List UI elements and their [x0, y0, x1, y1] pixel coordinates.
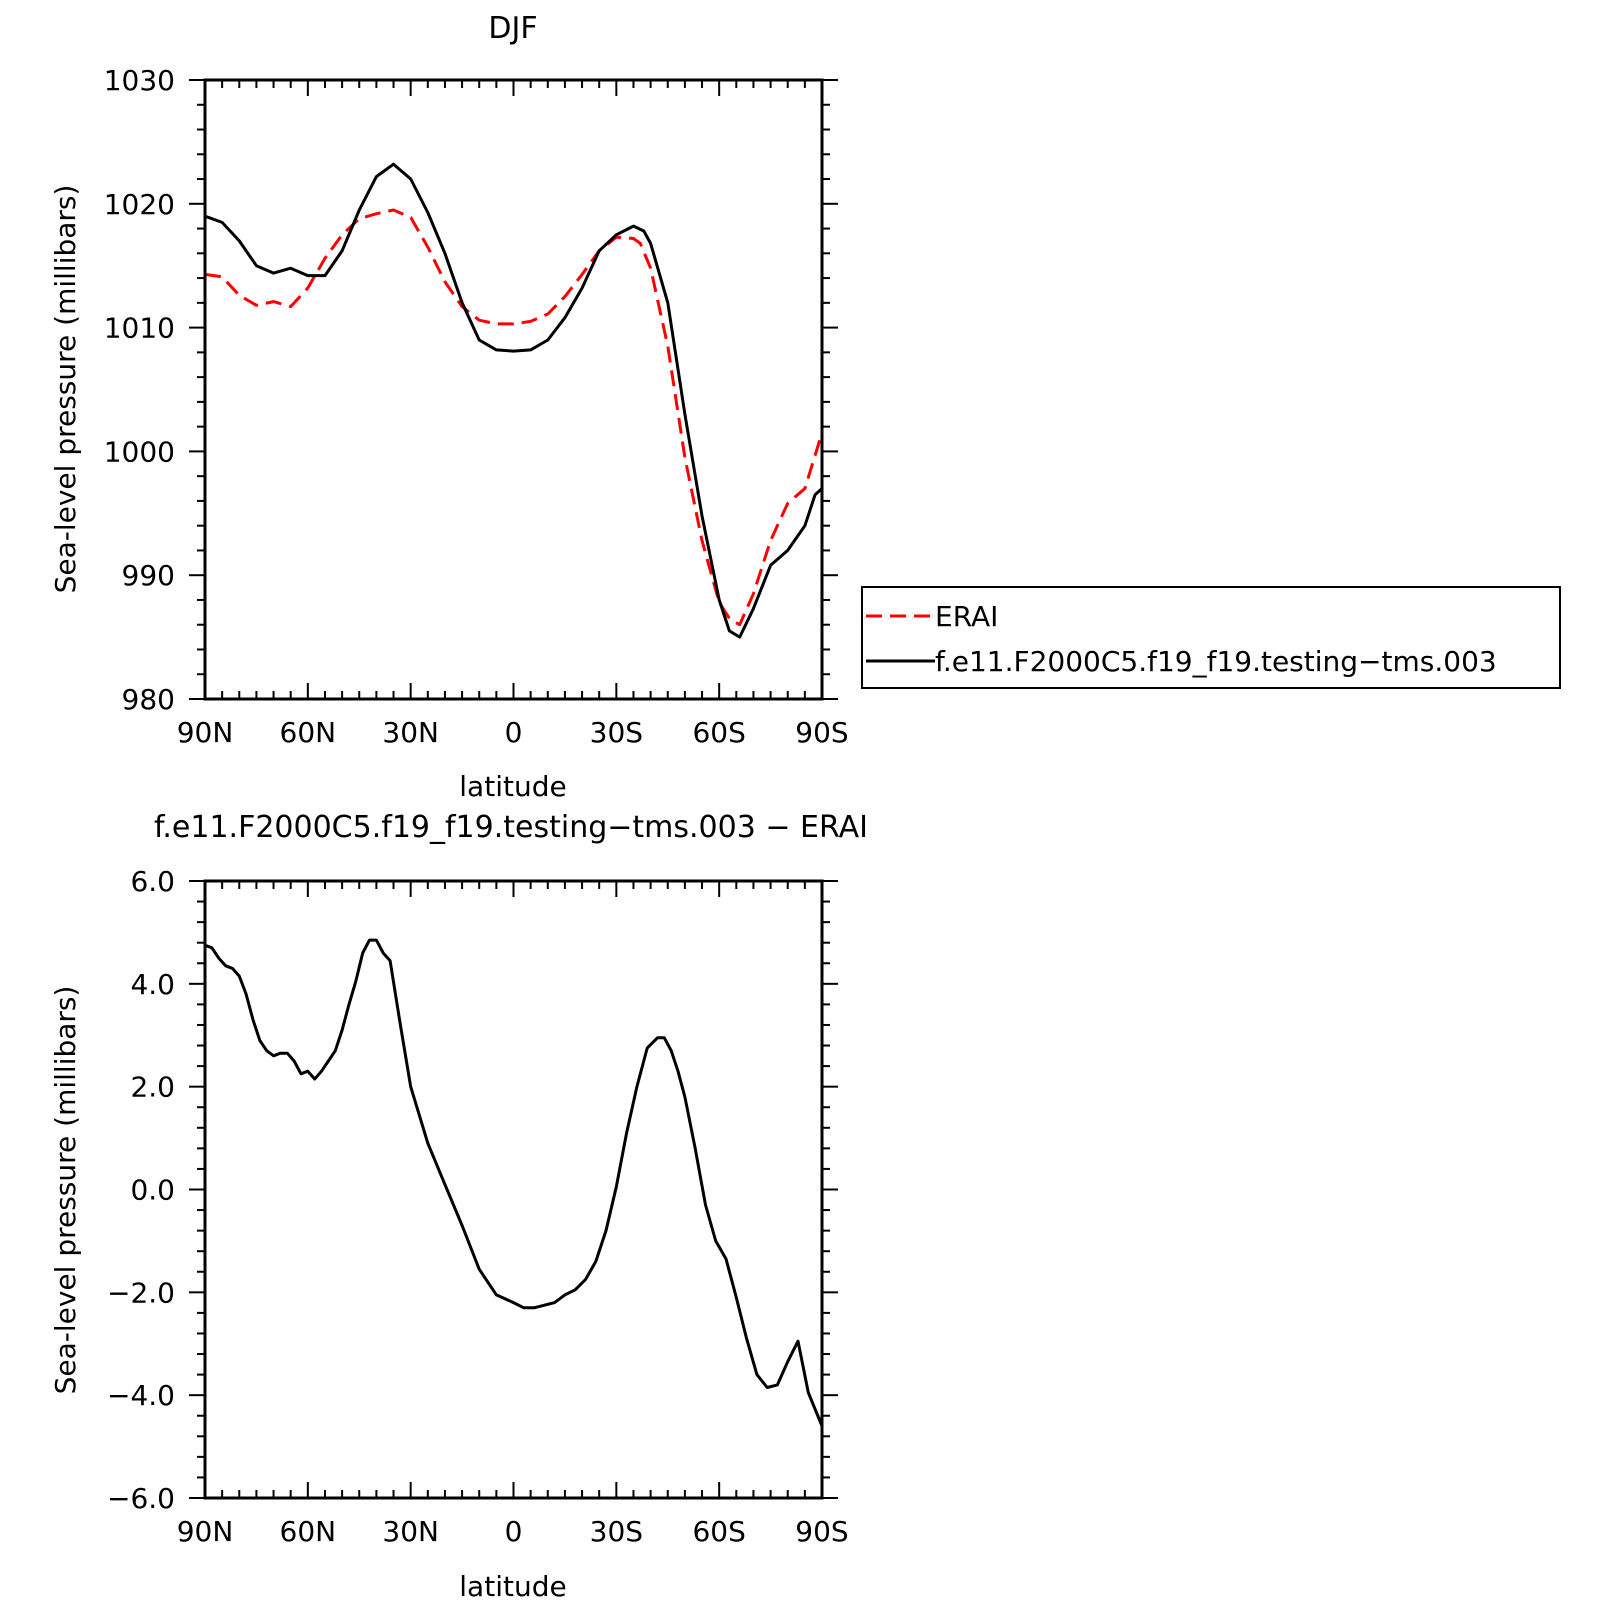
top-ytick-label: 1030: [104, 64, 175, 97]
bottom-ytick-label: 0.0: [130, 1174, 175, 1207]
top-xtick-label: 30S: [590, 716, 643, 749]
legend-box: [861, 586, 1561, 689]
top-xtick-label: 60N: [280, 716, 337, 749]
top-ytick-label: 990: [122, 559, 175, 592]
top-lines: [204, 162, 824, 639]
bottom-x-axis-label: latitude: [459, 1570, 566, 1603]
bottom-xtick-label: 90S: [795, 1515, 848, 1548]
bottom-ytick-label: −2.0: [107, 1276, 175, 1309]
bottom-xtick-label: 0: [505, 1515, 523, 1548]
top-xtick-label: 60S: [692, 716, 745, 749]
bottom-y-axis-label: Sea-level pressure (millibars): [49, 986, 82, 1395]
top-x-axis-label: latitude: [459, 770, 566, 803]
top-ticks: [189, 79, 838, 700]
top-y-axis-label: Sea-level pressure (millibars): [49, 185, 82, 594]
bottom-title: f.e11.F2000C5.f19_f19.testing−tms.003 − …: [154, 810, 868, 845]
top-xtick-label: 90N: [177, 716, 234, 749]
top-panel: DJF Sea-level pressure (millibars) latit…: [49, 11, 849, 803]
bottom-ytick-label: 2.0: [130, 1071, 175, 1104]
top-series-line-0: [204, 208, 824, 627]
bottom-xtick-label: 60S: [692, 1515, 745, 1548]
bottom-ytick-label: 6.0: [130, 865, 175, 898]
top-ytick-label: 980: [122, 683, 175, 716]
top-title: DJF: [488, 11, 537, 46]
bottom-panel: f.e11.F2000C5.f19_f19.testing−tms.003 − …: [49, 810, 868, 1603]
bottom-series-line-0: [204, 938, 824, 1427]
top-xtick-label: 30N: [382, 716, 439, 749]
bottom-ticklabels: 90N 60N 30N 0 30S 60S 90S −6.0 −4.0 −2.0 0.0 2.0 4.0…: [107, 865, 849, 1548]
top-xtick-label: 90S: [795, 716, 848, 749]
legend-label-model: f.e11.F2000C5.f19_f19.testing−tms.003: [935, 645, 1497, 678]
bottom-ytick-label: 4.0: [130, 968, 175, 1001]
top-ytick-label: 1020: [104, 188, 175, 221]
top-series-line-1: [204, 162, 824, 639]
bottom-ytick-label: −4.0: [107, 1379, 175, 1412]
bottom-lines: [204, 938, 824, 1427]
bottom-ticks: [189, 880, 838, 1499]
top-ytick-label: 1010: [104, 312, 175, 345]
bottom-xtick-label: 60N: [280, 1515, 337, 1548]
top-xtick-label: 0: [505, 716, 523, 749]
legend-label-erai: ERAI: [935, 600, 998, 633]
bottom-xtick-label: 30N: [382, 1515, 439, 1548]
bottom-xtick-label: 30S: [590, 1515, 643, 1548]
top-ytick-label: 1000: [104, 435, 175, 468]
legend: ERAI f.e11.F2000C5.f19_f19.testing−tms.0…: [861, 586, 1561, 689]
top-ticklabels: 90N 60N 30N 0 30S 60S 90S 980 990 1000 1010 1020 103…: [104, 64, 849, 749]
bottom-xtick-label: 90N: [177, 1515, 234, 1548]
top-plot-frame: [203, 78, 824, 701]
bottom-plot-frame: [203, 879, 824, 1500]
bottom-ytick-label: −6.0: [107, 1482, 175, 1515]
